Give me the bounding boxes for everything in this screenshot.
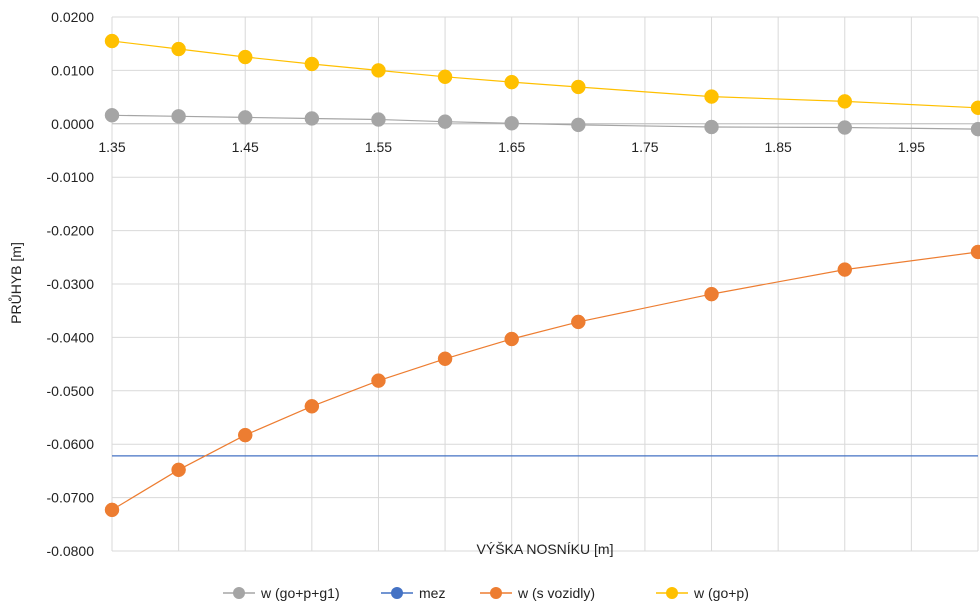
data-point xyxy=(171,41,186,57)
data-point xyxy=(104,108,120,123)
data-point xyxy=(970,244,980,260)
data-point xyxy=(437,351,453,367)
legend-label: w (go+p) xyxy=(693,585,749,601)
y-tick-label: -0.0500 xyxy=(47,383,95,399)
series-line xyxy=(111,251,979,511)
data-point xyxy=(504,74,519,90)
legend: w (go+p+g1) mez w (s vozidly) w (go+p) xyxy=(223,585,749,601)
x-axis-tick-labels: 1.35 1.45 1.55 1.65 1.75 1.85 1.95 xyxy=(98,139,925,155)
data-point xyxy=(304,56,320,72)
x-axis-title: VÝŠKA NOSNÍKU [m] xyxy=(477,541,614,557)
legend-marker xyxy=(666,587,678,599)
x-tick-label: 1.35 xyxy=(98,139,125,155)
legend-label: w (s vozidly) xyxy=(517,585,595,601)
data-point xyxy=(704,89,719,104)
y-tick-label: 0.0100 xyxy=(51,62,94,78)
y-tick-label: 0.0000 xyxy=(51,116,94,132)
data-point xyxy=(371,112,386,127)
data-point xyxy=(304,111,320,126)
y-tick-label: -0.0700 xyxy=(47,490,95,506)
data-point xyxy=(171,109,186,124)
gridlines xyxy=(111,16,979,552)
x-tick-label: 1.65 xyxy=(498,139,525,155)
legend-marker xyxy=(391,587,403,599)
data-point xyxy=(171,462,186,478)
data-point xyxy=(571,79,586,95)
x-tick-label: 1.45 xyxy=(232,139,259,155)
y-tick-label: 0.0200 xyxy=(51,9,94,25)
data-point xyxy=(237,110,253,125)
legend-item: w (go+p+g1) xyxy=(223,585,340,601)
legend-marker xyxy=(490,587,502,599)
y-tick-label: -0.0800 xyxy=(47,543,95,559)
y-tick-label: -0.0100 xyxy=(47,169,95,185)
legend-marker xyxy=(233,587,245,599)
series-group xyxy=(104,244,980,518)
x-tick-label: 1.55 xyxy=(365,139,392,155)
data-point xyxy=(437,69,453,85)
y-tick-label: -0.0300 xyxy=(47,276,95,292)
data-point xyxy=(970,100,980,116)
legend-item: w (go+p) xyxy=(656,585,749,601)
series-group xyxy=(104,33,980,116)
y-axis-title: PRŮHYB [m] xyxy=(7,242,24,324)
data-point xyxy=(970,121,980,137)
data-point xyxy=(704,286,719,302)
x-tick-label: 1.75 xyxy=(631,139,658,155)
data-point xyxy=(237,427,253,443)
legend-label: w (go+p+g1) xyxy=(260,585,340,601)
data-point xyxy=(304,399,320,414)
y-tick-label: -0.0400 xyxy=(47,329,95,345)
x-tick-label: 1.95 xyxy=(898,139,925,155)
data-point xyxy=(504,116,519,131)
legend-item: mez xyxy=(381,585,445,601)
data-series xyxy=(104,33,980,518)
y-axis-tick-labels: 0.0200 0.0100 0.0000 -0.0100 -0.0200 -0.0300 -… xyxy=(47,9,95,559)
data-point xyxy=(571,117,586,133)
data-point xyxy=(437,114,453,129)
data-point xyxy=(571,314,586,330)
data-point xyxy=(371,373,386,388)
data-point xyxy=(837,262,853,277)
data-point xyxy=(504,331,519,347)
legend-label: mez xyxy=(419,585,445,601)
x-tick-label: 1.85 xyxy=(765,139,792,155)
data-point xyxy=(371,63,386,78)
legend-item: w (s vozidly) xyxy=(480,585,595,601)
data-point xyxy=(837,94,853,109)
series-group xyxy=(104,108,980,137)
y-tick-label: -0.0600 xyxy=(47,436,95,452)
data-point xyxy=(837,120,853,135)
data-point xyxy=(704,119,719,135)
data-point xyxy=(104,502,120,518)
data-point xyxy=(237,49,253,65)
y-tick-label: -0.0200 xyxy=(47,223,95,239)
data-point xyxy=(104,33,120,49)
